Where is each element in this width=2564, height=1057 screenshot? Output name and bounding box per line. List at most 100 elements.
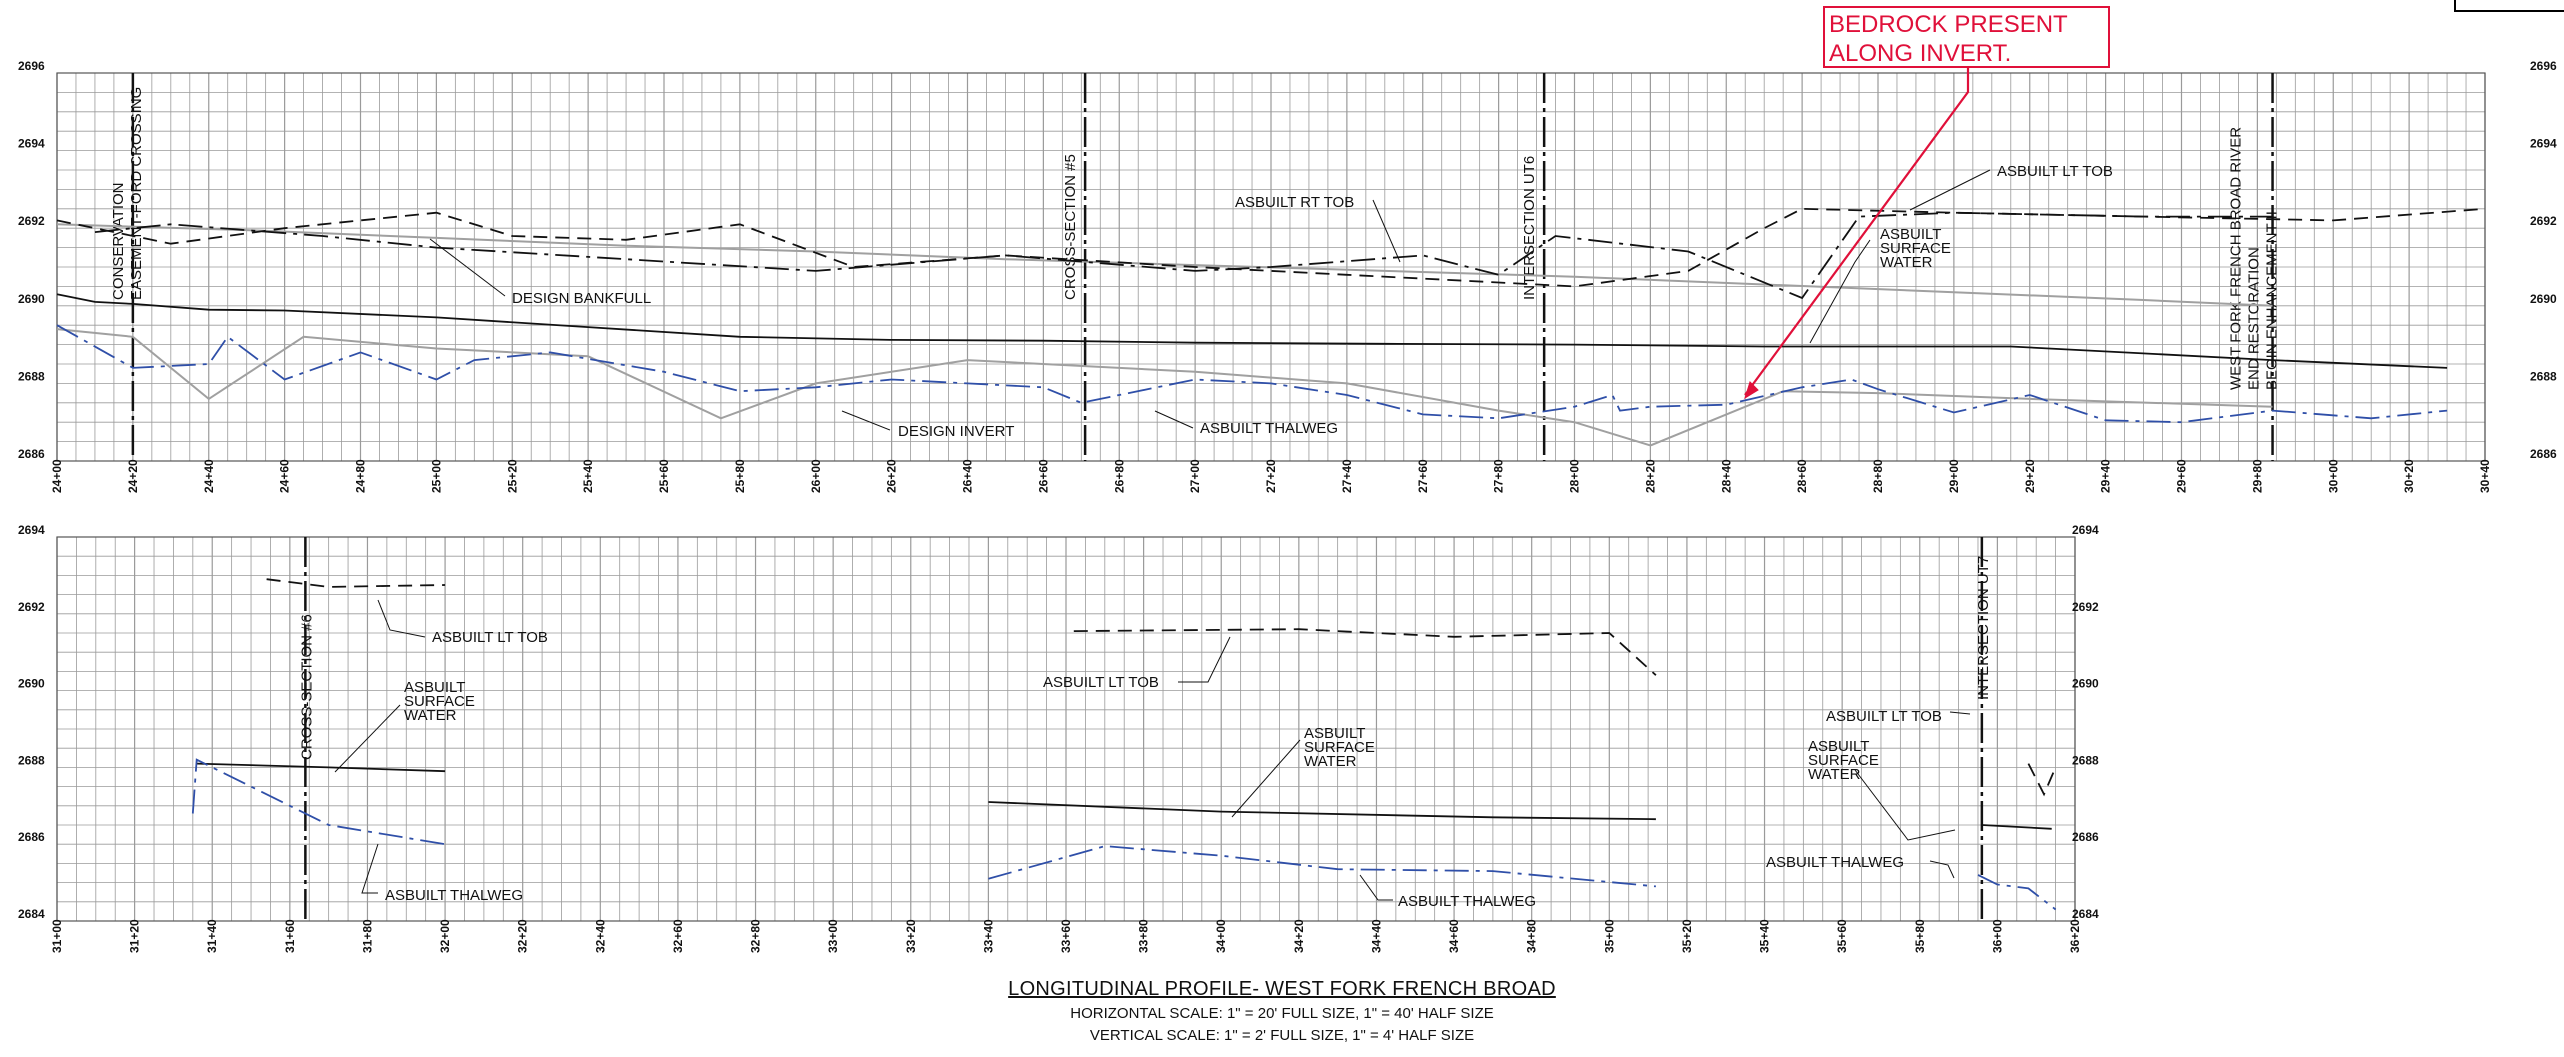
x-tick-label: 34+80	[1525, 919, 1539, 953]
x-tick-label: 29+20	[2023, 459, 2037, 493]
callout-label: SURFACE	[1808, 752, 1879, 769]
callout-label: SURFACE	[1304, 739, 1375, 756]
station-marker-label: WEST FORK FRENCH BROAD RIVER	[2228, 127, 2245, 390]
series-surface_water_1	[196, 762, 446, 773]
x-tick-label: 33+00	[826, 919, 840, 953]
callout-leader	[1178, 636, 1231, 683]
callout-label: ASBUILT LT TOB	[432, 629, 548, 646]
x-tick-label: 25+40	[581, 459, 595, 493]
x-tick-label: 27+40	[1340, 459, 1354, 493]
x-tick-label: 28+80	[1871, 459, 1885, 493]
series-design_bankfull	[56, 223, 2273, 307]
x-tick-label: 29+80	[2250, 459, 2264, 493]
x-tick-label: 29+00	[1947, 459, 1961, 493]
y-tick-label: 2690	[18, 677, 45, 691]
series-thalweg_3	[1977, 874, 2057, 911]
y-tick-label-right: 2690	[2530, 292, 2557, 306]
x-tick-label: 35+00	[1602, 919, 1616, 953]
x-tick-label: 29+60	[2175, 459, 2189, 493]
x-tick-label: 36+00	[1990, 919, 2004, 953]
series-surface_water_3	[1981, 824, 2052, 830]
vertical-scale-note: VERTICAL SCALE: 1" = 2' FULL SIZE, 1" = …	[1089, 1027, 1475, 1044]
y-tick-label: 2696	[18, 59, 45, 73]
y-tick-label: 2688	[18, 369, 45, 383]
x-tick-label: 35+40	[1758, 919, 1772, 953]
series-lt_tob_1	[266, 578, 446, 588]
x-tick-label: 31+60	[283, 919, 297, 953]
x-tick-label: 35+20	[1680, 919, 1694, 953]
y-tick-label: 2688	[18, 753, 45, 767]
x-tick-label: 25+80	[733, 459, 747, 493]
x-tick-label: 28+60	[1795, 459, 1809, 493]
x-tick-label: 34+60	[1447, 919, 1461, 953]
x-tick-label: 32+60	[671, 919, 685, 953]
x-tick-label: 34+40	[1369, 919, 1383, 953]
callout-label: DESIGN INVERT	[898, 423, 1014, 440]
callout-leader	[1809, 239, 1871, 344]
y-tick-label-right: 2692	[2072, 600, 2099, 614]
y-tick-label: 2686	[18, 447, 45, 461]
series-design_invert	[56, 328, 2273, 447]
x-tick-label: 32+40	[593, 919, 607, 953]
y-tick-label-right: 2688	[2530, 369, 2557, 383]
x-tick-label: 34+20	[1292, 919, 1306, 953]
x-tick-label: 32+20	[516, 919, 530, 953]
y-tick-label-right: 2688	[2072, 753, 2099, 767]
y-tick-label-right: 2694	[2530, 137, 2557, 151]
x-tick-label: 24+80	[354, 459, 368, 493]
callout-leader	[1929, 860, 1955, 879]
y-tick-label-right: 2692	[2530, 214, 2557, 228]
x-tick-label: 26+80	[1112, 459, 1126, 493]
callout-leader	[1909, 169, 1991, 211]
x-tick-label: 31+80	[360, 919, 374, 953]
callout-leader	[361, 843, 379, 894]
callout-leader	[429, 238, 506, 297]
station-marker-label: END RESTORATION	[2246, 247, 2263, 390]
series-asbuilt_thalweg	[56, 324, 2448, 424]
note-line-2: ALONG INVERT.	[1829, 40, 2012, 67]
x-tick-label: 27+20	[1264, 459, 1278, 493]
callout-leader	[1154, 410, 1194, 429]
callout-leader	[334, 704, 401, 773]
y-tick-label: 2694	[18, 523, 45, 537]
callout-label: ASBUILT THALWEG	[385, 887, 523, 904]
callout-leader	[1854, 769, 1956, 841]
x-tick-label: 27+60	[1416, 459, 1430, 493]
x-tick-label: 32+00	[438, 919, 452, 953]
callout-label: ASBUILT	[1304, 725, 1365, 742]
x-tick-label: 24+20	[126, 459, 140, 493]
x-tick-label: 33+60	[1059, 919, 1073, 953]
station-marker-label: CROSS-SECTION #6	[298, 614, 315, 760]
station-marker-label: CROSS-SECTION #5	[1062, 154, 1079, 300]
callout-label: ASBUILT LT TOB	[1826, 708, 1942, 725]
callout-label: WATER	[1304, 753, 1357, 770]
x-tick-label: 31+20	[128, 919, 142, 953]
x-tick-label: 25+60	[657, 459, 671, 493]
bedrock-note-box: BEDROCK PRESENT ALONG INVERT.	[1823, 6, 2110, 68]
y-tick-label: 2690	[18, 292, 45, 306]
y-tick-label: 2694	[18, 137, 45, 151]
callout-label: SURFACE	[404, 693, 475, 710]
x-tick-label: 28+20	[1643, 459, 1657, 493]
station-marker-label: INTERSECTION UT7	[1975, 556, 1992, 700]
y-tick-label-right: 2686	[2072, 830, 2099, 844]
callout-leader	[1372, 199, 1401, 263]
y-tick-label-right: 2684	[2072, 907, 2099, 921]
x-tick-label: 35+80	[1913, 919, 1927, 953]
profile-title: LONGITUDINAL PROFILE- WEST FORK FRENCH B…	[1008, 978, 1556, 1000]
x-tick-label: 24+40	[202, 459, 216, 493]
series-surface_water	[56, 293, 2448, 369]
callout-label: ASBUILT	[1880, 226, 1941, 243]
y-tick-label: 2692	[18, 600, 45, 614]
x-tick-label: 24+00	[50, 459, 64, 493]
panel-frame	[56, 72, 2486, 462]
callout-label: DESIGN BANKFULL	[512, 290, 651, 307]
y-tick-label-right: 2686	[2530, 447, 2557, 461]
series-asbuilt_rt_tob	[94, 211, 2273, 300]
y-tick-label: 2684	[18, 907, 45, 921]
x-tick-label: 25+20	[505, 459, 519, 493]
callout-label: ASBUILT THALWEG	[1398, 893, 1536, 910]
x-tick-label: 30+20	[2402, 459, 2416, 493]
series-thalweg_2	[988, 845, 1656, 888]
y-tick-label: 2692	[18, 214, 45, 228]
